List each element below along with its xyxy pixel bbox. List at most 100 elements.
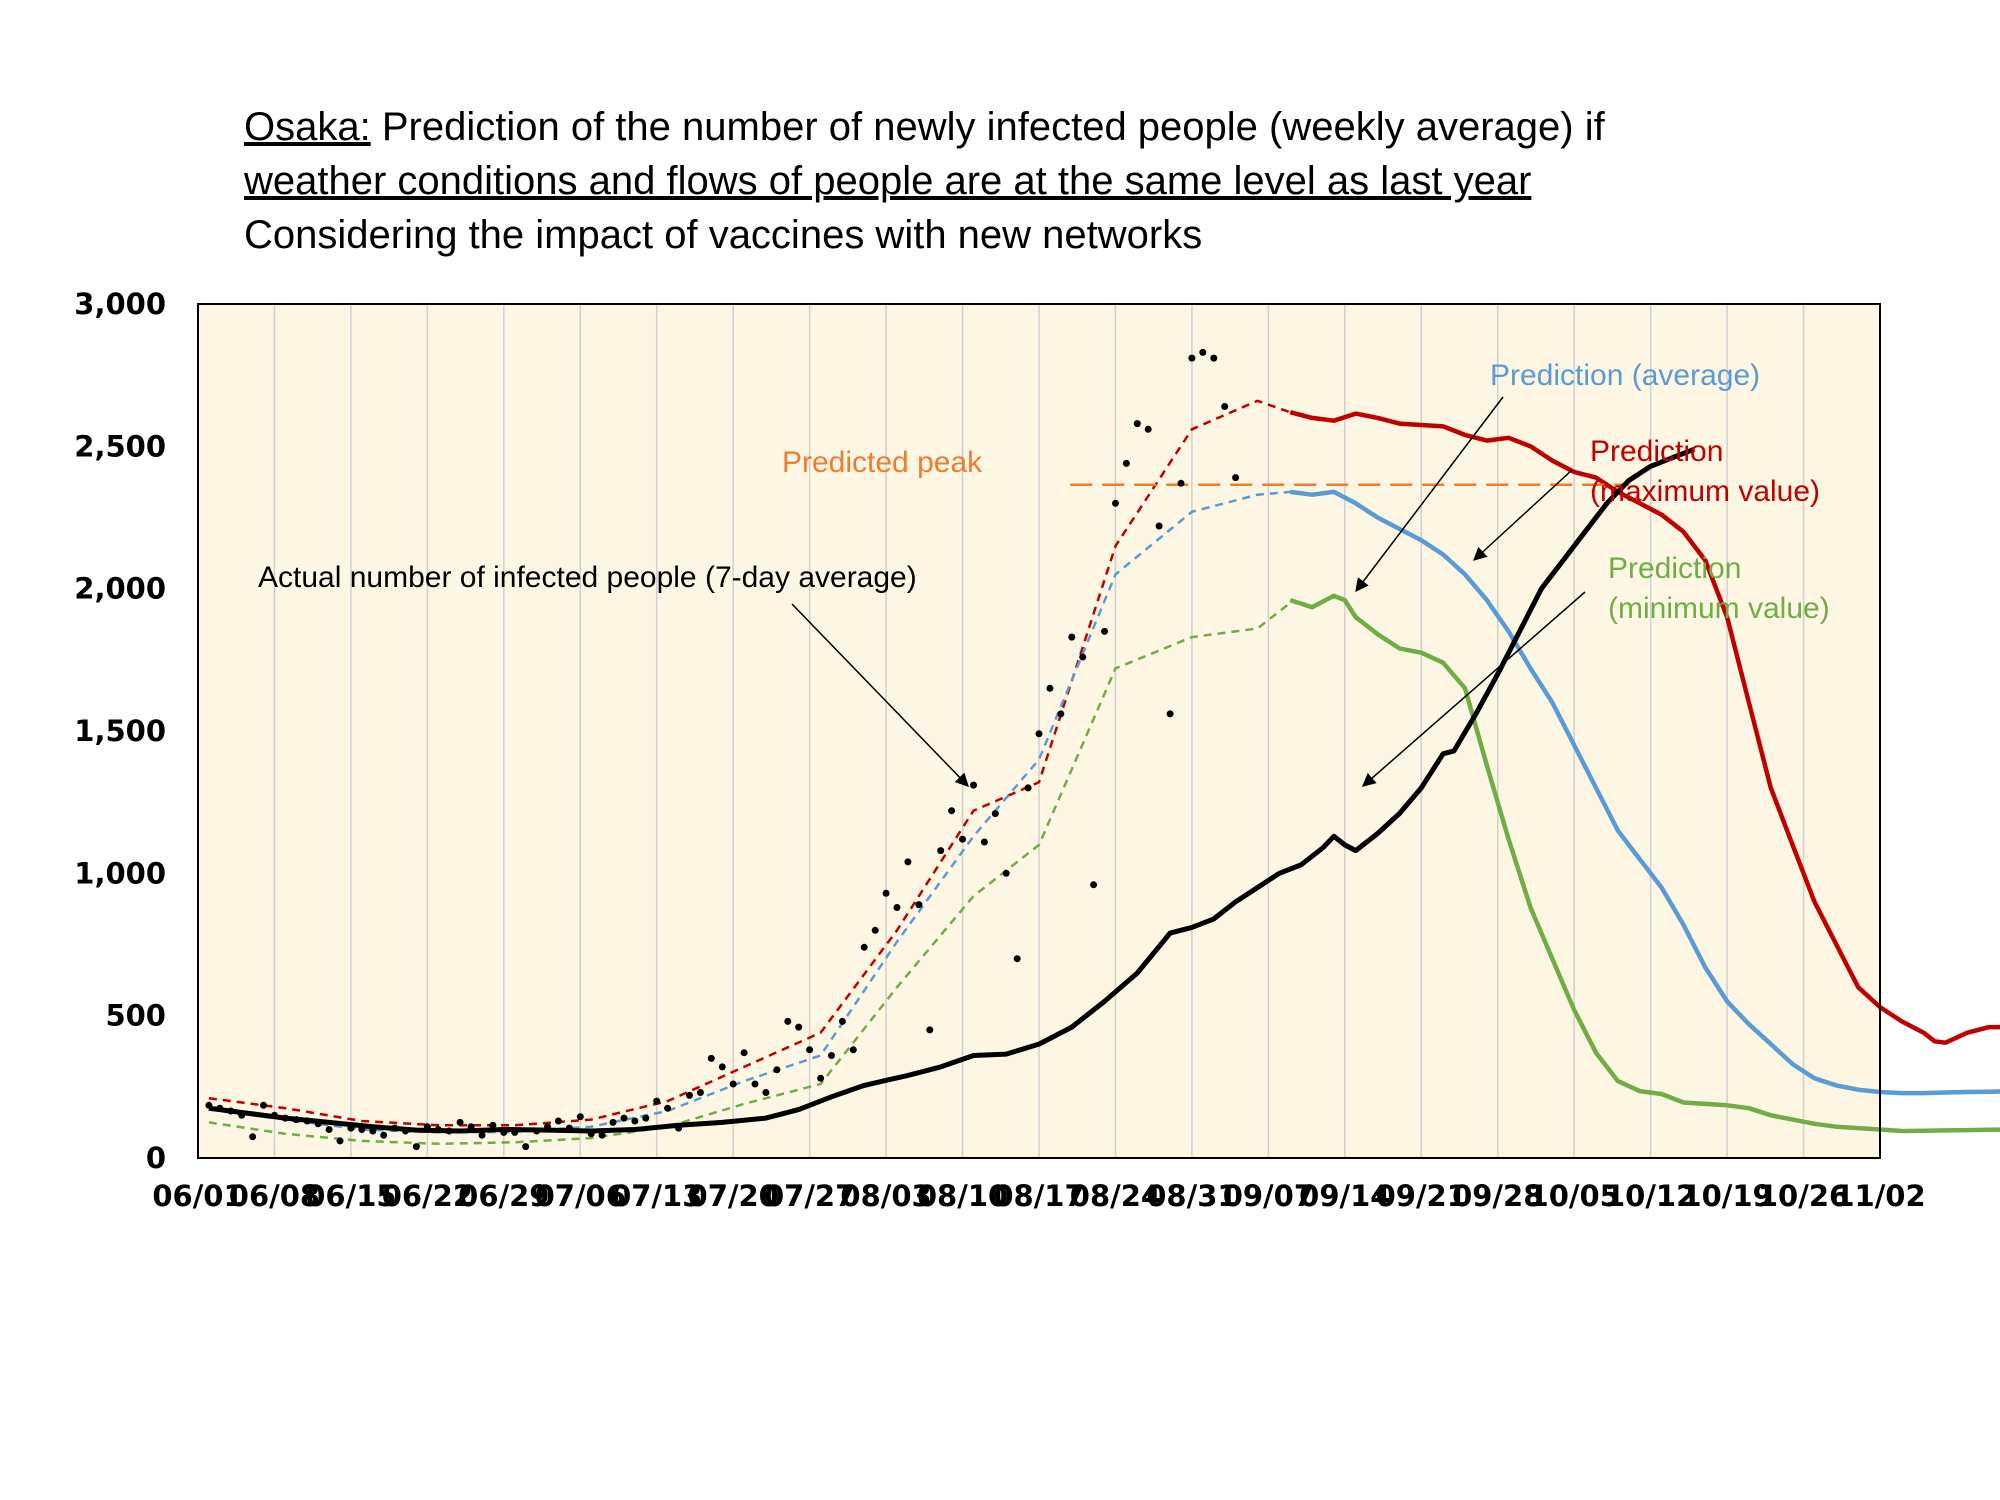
title-line-1: Osaka: Prediction of the number of newly…: [244, 100, 1944, 154]
daily-point: [1013, 955, 1021, 963]
daily-point: [1133, 420, 1141, 428]
annotation-maximum-line-2: (maximum value): [1590, 475, 1820, 508]
actual-series-group: [208, 446, 1696, 1134]
annotation-average: Prediction (average): [1490, 359, 1760, 392]
arrow-minimum: [1361, 591, 1586, 787]
daily-point: [707, 1054, 715, 1062]
max-dashed-line: [208, 399, 1291, 1127]
daily-point: [554, 1117, 562, 1125]
chart-title: Osaka: Prediction of the number of newly…: [244, 100, 1944, 262]
daily-point: [718, 1063, 726, 1071]
daily-point: [828, 1052, 835, 1059]
annotation-predicted-peak: Predicted peak: [782, 446, 983, 479]
annotation-maximum-line-1: Prediction: [1590, 435, 1723, 468]
daily-point: [795, 1023, 803, 1031]
daily-point: [762, 1089, 770, 1096]
daily-point: [1112, 499, 1119, 507]
daily-point: [1035, 730, 1043, 738]
daily-point: [1188, 354, 1196, 362]
daily-point: [1144, 425, 1152, 433]
daily-point: [838, 1017, 846, 1025]
x-tick-label: 06/08: [229, 1179, 320, 1213]
daily-point: [1232, 474, 1240, 482]
daily-point: [817, 1074, 825, 1082]
x-tick-label: 06/29: [458, 1179, 549, 1213]
prediction-max-line: [1289, 410, 2000, 1045]
daily-point: [631, 1117, 639, 1125]
daily-point: [1221, 403, 1229, 410]
y-tick-label: 500: [105, 999, 166, 1033]
title-line-2: weather conditions and flows of people a…: [244, 159, 1532, 203]
daily-point: [751, 1080, 759, 1088]
daily-point: [915, 901, 923, 909]
x-tick-label: 08/31: [1146, 1179, 1237, 1213]
annotation-actual: Actual number of infected people (7-day …: [258, 561, 917, 594]
daily-point: [686, 1091, 693, 1099]
arrow-average: [1355, 396, 1504, 593]
daily-point: [1090, 881, 1098, 889]
annotation-minimum-line-2: (minimum value): [1608, 592, 1830, 625]
x-gridlines: [273, 304, 1805, 1158]
x-tick-label: 10/12: [1605, 1179, 1696, 1213]
daily-point: [653, 1097, 661, 1105]
daily-point: [1057, 710, 1065, 718]
title-city: Osaka:: [244, 105, 371, 149]
title-line-3: Considering the impact of vaccines with …: [244, 213, 1203, 257]
daily-point: [773, 1066, 781, 1074]
y-tick-label: 0: [146, 1141, 166, 1175]
title-line-1-rest: Prediction of the number of newly infect…: [370, 105, 1605, 149]
plot-frame: [197, 303, 1881, 1159]
daily-point: [948, 807, 956, 815]
y-tick-label: 2,000: [74, 572, 166, 606]
daily-point: [729, 1080, 737, 1088]
y-axis-ticks: 0 500 1,000 1,500 2,000 2,500 3,000: [74, 287, 166, 1175]
annotations: Actual number of infected people (7-day …: [258, 359, 1830, 625]
x-tick-label: 07/27: [764, 1179, 855, 1213]
x-axis-ticks: 06/0106/0806/1506/2206/2907/0607/1307/20…: [152, 1179, 1925, 1213]
prediction-series-group: [1289, 410, 2000, 1134]
daily-point: [336, 1137, 344, 1145]
annotation-arrows: [791, 396, 1586, 787]
daily-point: [893, 904, 901, 911]
daily-point: [456, 1118, 464, 1126]
x-tick-label: 10/05: [1529, 1179, 1620, 1213]
x-tick-label: 08/03: [840, 1179, 931, 1213]
daily-point: [325, 1126, 333, 1133]
x-tick-label: 07/13: [611, 1179, 702, 1213]
x-tick-label: 06/22: [382, 1179, 473, 1213]
x-tick-label: 07/20: [688, 1179, 779, 1213]
y-tick-label: 1,500: [74, 714, 166, 748]
daily-point: [926, 1026, 934, 1034]
daily-point: [1079, 653, 1087, 661]
daily-point: [970, 781, 977, 789]
y-tick-label: 1,000: [74, 856, 166, 890]
daily-point: [1101, 627, 1108, 635]
x-tick-label: 09/28: [1452, 1179, 1543, 1213]
daily-point: [991, 810, 999, 818]
daily-point: [740, 1049, 748, 1057]
dashed-series-group: [208, 399, 1291, 1146]
daily-point: [1155, 522, 1163, 530]
x-tick-label: 11/02: [1834, 1179, 1925, 1213]
min-dashed-line: [208, 601, 1291, 1146]
daily-point: [620, 1114, 628, 1122]
daily-point: [260, 1101, 267, 1109]
y-tick-label: 2,500: [74, 429, 166, 463]
prediction-average-line: [1289, 489, 2000, 1096]
x-tick-label: 06/01: [152, 1179, 243, 1213]
daily-point: [609, 1118, 617, 1126]
daily-point: [576, 1113, 584, 1121]
daily-point: [1068, 633, 1076, 641]
daily-point: [478, 1131, 486, 1139]
daily-point: [412, 1143, 420, 1151]
daily-point: [489, 1121, 497, 1129]
daily-point: [1210, 354, 1218, 362]
daily-point: [522, 1143, 530, 1151]
arrow-maximum: [1473, 469, 1573, 561]
daily-point: [380, 1131, 388, 1139]
x-tick-label: 08/24: [1070, 1179, 1161, 1213]
daily-point: [806, 1046, 814, 1054]
daily-point: [860, 943, 868, 951]
daily-point: [871, 926, 879, 934]
